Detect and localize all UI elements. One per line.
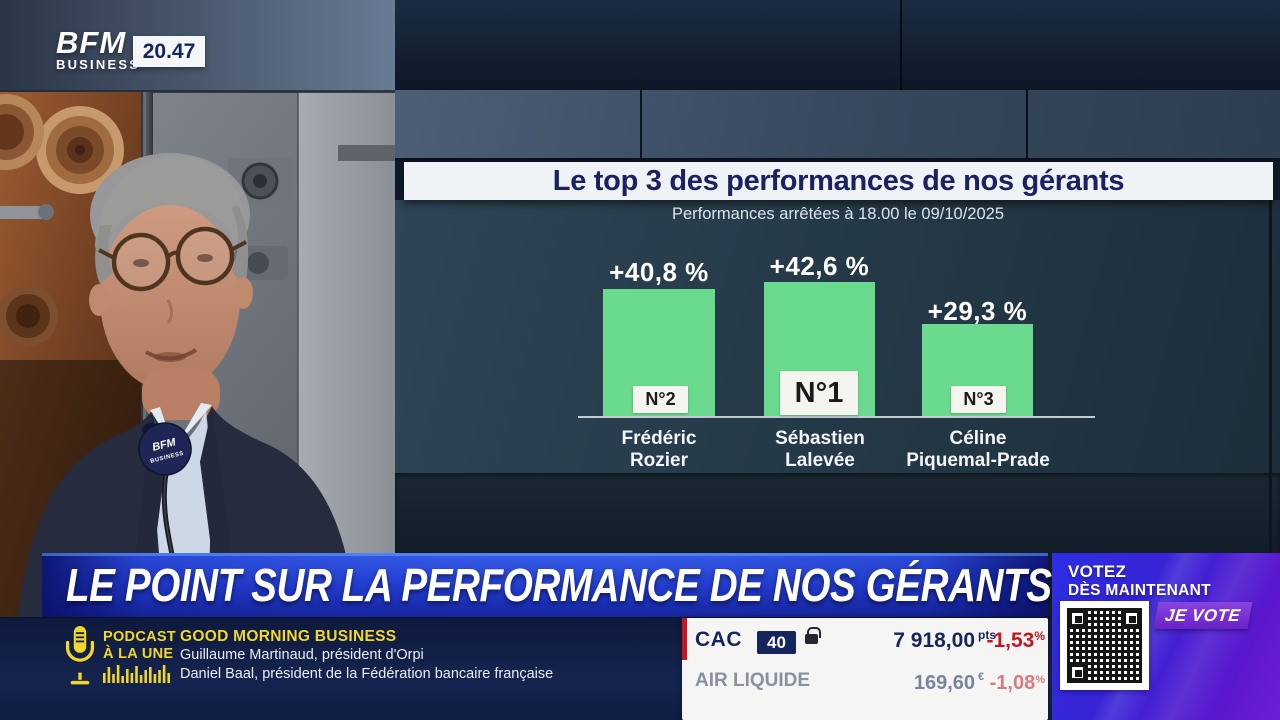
clock-badge: 20.47 xyxy=(133,36,205,67)
guest-name-2: Daniel Baal, président de la Fédération … xyxy=(180,666,554,682)
chart-title-bar: Le top 3 des performances de nos gérants xyxy=(404,162,1273,200)
market-accent-stripe xyxy=(682,618,687,660)
channel-logo-sub: BUSINESS xyxy=(56,57,141,72)
chart-subtitle: Performances arrêtées à 18.00 le 09/10/2… xyxy=(671,205,1005,223)
chart-lower-panel xyxy=(395,473,1280,553)
vault-dial-icon xyxy=(0,286,58,346)
stock-change: -1,08% xyxy=(989,672,1045,694)
bar-value-label: +40,8 % xyxy=(609,257,709,287)
qr-code xyxy=(1060,601,1149,690)
channel-logo: BFM BUSINESS xyxy=(56,25,141,72)
stock-name: AIR LIQUIDE xyxy=(695,670,811,691)
vault-dial-icon xyxy=(36,106,124,194)
headline-banner: LE POINT SUR LA PERFORMANCE DE NOS GÉRAN… xyxy=(42,553,1052,617)
rank-badge: N°3 xyxy=(951,386,1006,413)
bar-value-label: +29,3 % xyxy=(927,296,1028,326)
microphone-flag: BFM BUSINESS xyxy=(138,422,192,476)
index-value: 7 918,00 xyxy=(893,629,975,652)
bar-category-label: Céline Piquemal-Prade xyxy=(906,428,1050,471)
bar-value-label: +42,6 % xyxy=(769,251,870,281)
podcast-kicker-line2: À LA UNE xyxy=(103,646,174,662)
channel-logo-main: BFM xyxy=(56,25,127,60)
bar-category-label: Sébastien Lalevée xyxy=(775,428,865,471)
podcast-microphone-icon xyxy=(65,626,95,685)
vault-hinge-icon xyxy=(228,158,292,280)
chart-title: Le top 3 des performances de nos gérants xyxy=(552,164,1125,197)
podcast-kicker-line1: PODCAST xyxy=(103,629,176,645)
microphone: BFM BUSINESS xyxy=(138,422,192,565)
vote-panel: VOTEZ DÈS MAINTENANT JE VOTE xyxy=(1052,553,1280,720)
rank-badge: N°1 xyxy=(780,371,858,415)
mic-flag-line1: BFM xyxy=(151,436,178,454)
index-badge: 40 xyxy=(757,631,796,654)
equalizer-icon xyxy=(103,665,170,683)
index-change: -1,53% xyxy=(986,629,1045,652)
studio-backwall-panel xyxy=(395,0,1280,90)
headline-text: LE POINT SUR LA PERFORMANCE DE NOS GÉRAN… xyxy=(66,559,1052,611)
chart-axis-line xyxy=(578,416,1095,418)
show-title: GOOD MORNING BUSINESS xyxy=(180,628,397,645)
studio-video-feed: BFM BUSINESS xyxy=(0,0,395,617)
stock-unit: € xyxy=(978,671,985,683)
lock-icon xyxy=(805,627,821,644)
vote-line2: DÈS MAINTENANT xyxy=(1068,582,1211,599)
studio-backwall-panel xyxy=(395,90,1280,162)
vault-dial-icon xyxy=(0,94,44,170)
market-ticker-panel: CAC 40 7 918,00 pts -1,53% AIR LIQUIDE 1… xyxy=(682,618,1048,720)
index-unit: pts xyxy=(978,628,996,642)
index-name: CAC xyxy=(695,628,742,651)
rank-badge: N°2 xyxy=(633,386,688,413)
je-vote-button[interactable]: JE VOTE xyxy=(1153,602,1253,629)
bar-category-label: Frédéric Rozier xyxy=(621,428,697,471)
stock-value: 169,60 xyxy=(913,672,975,694)
je-vote-label: JE VOTE xyxy=(1164,605,1242,625)
guest-name-1: Guillaume Martinaud, président d'Orpi xyxy=(180,647,424,663)
vote-line1: VOTEZ xyxy=(1068,562,1127,581)
